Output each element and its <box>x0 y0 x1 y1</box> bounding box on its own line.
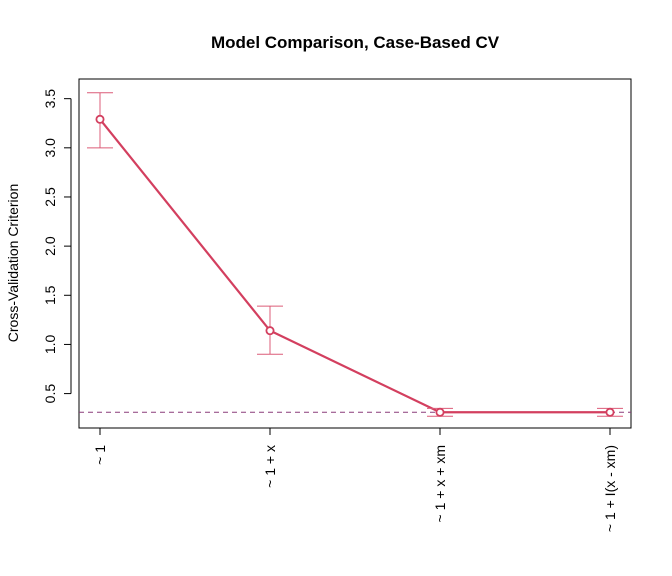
x-tick-label: ~ 1 <box>92 445 108 465</box>
plot-frame <box>78 78 632 429</box>
y-axis: 0.5 1.0 1.5 2.0 2.5 3.0 3.5 <box>42 89 72 404</box>
x-tick-label: ~ 1 + x + xm <box>432 445 448 522</box>
x-tick-label: ~ 1 + I(x - xm) <box>602 445 618 532</box>
x-tick-label: ~ 1 + x <box>262 445 278 488</box>
y-tick-label: 0.5 <box>42 384 58 404</box>
data-point <box>95 114 105 124</box>
y-tick-label: 1.5 <box>42 285 58 305</box>
series-line <box>99 118 610 414</box>
y-tick-label: 2.0 <box>42 236 58 256</box>
data-point <box>605 407 615 417</box>
x-axis: ~ 1 ~ 1 + x ~ 1 + x + xm ~ 1 + I(x - xm) <box>92 427 618 532</box>
y-axis-label: Cross-Validation Criterion <box>5 184 21 342</box>
y-tick-label: 1.0 <box>42 334 58 354</box>
data-point <box>435 407 445 417</box>
chart-title: Model Comparison, Case-Based CV <box>211 33 500 52</box>
y-tick-label: 3.0 <box>42 138 58 158</box>
series-group <box>87 92 623 417</box>
y-tick-label: 2.5 <box>42 187 58 207</box>
y-tick-label: 3.5 <box>42 89 58 109</box>
data-point <box>265 326 275 336</box>
